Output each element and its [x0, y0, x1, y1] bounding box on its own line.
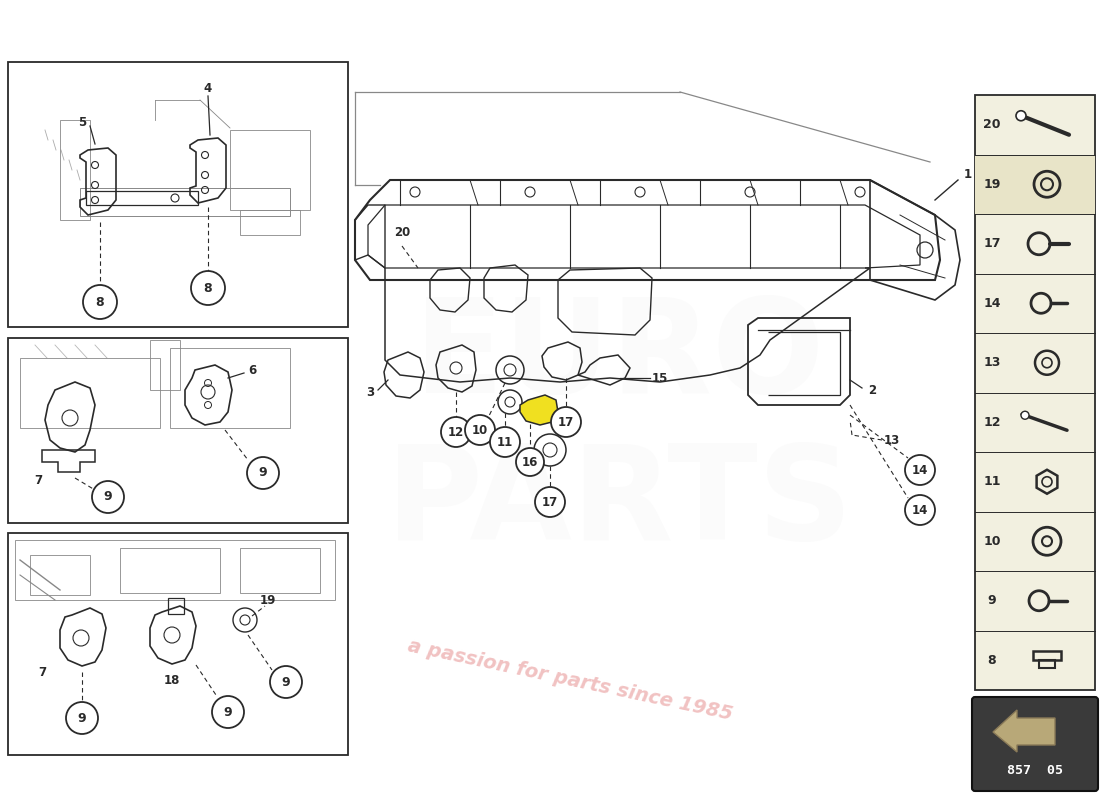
Circle shape — [905, 495, 935, 525]
Bar — [170, 348, 290, 428]
Text: 11: 11 — [497, 435, 513, 449]
Text: 17: 17 — [983, 238, 1001, 250]
Text: 8: 8 — [96, 295, 104, 309]
Bar — [80, 188, 290, 216]
Circle shape — [82, 285, 117, 319]
Text: 17: 17 — [542, 495, 558, 509]
Circle shape — [441, 417, 471, 447]
Bar — [230, 130, 310, 210]
Text: 10: 10 — [983, 534, 1001, 548]
Text: 12: 12 — [448, 426, 464, 438]
Bar — [120, 548, 220, 593]
Bar — [240, 548, 320, 593]
Text: 19: 19 — [260, 594, 276, 606]
Text: 17: 17 — [558, 415, 574, 429]
Text: 2: 2 — [868, 383, 876, 397]
Text: 20: 20 — [394, 226, 410, 239]
Bar — [975, 154, 1094, 214]
Bar — [20, 358, 160, 428]
Bar — [1040, 660, 1055, 668]
Text: 1: 1 — [964, 169, 972, 182]
Circle shape — [66, 702, 98, 734]
Text: 8: 8 — [204, 282, 212, 294]
Circle shape — [516, 448, 544, 476]
Text: 8: 8 — [988, 654, 997, 666]
Text: 9: 9 — [258, 466, 267, 479]
Text: 14: 14 — [983, 297, 1001, 310]
Text: 18: 18 — [164, 674, 180, 686]
Text: 11: 11 — [983, 475, 1001, 488]
FancyBboxPatch shape — [972, 697, 1098, 791]
Text: 15: 15 — [652, 371, 668, 385]
Bar — [168, 598, 184, 614]
Text: 9: 9 — [103, 490, 112, 503]
Text: 13: 13 — [884, 434, 900, 446]
Text: 20: 20 — [983, 118, 1001, 131]
Text: 13: 13 — [983, 356, 1001, 370]
Bar — [975, 95, 1094, 690]
Bar — [150, 340, 180, 390]
Text: 16: 16 — [521, 455, 538, 469]
Circle shape — [535, 487, 565, 517]
Text: 14: 14 — [912, 463, 928, 477]
Text: 857  05: 857 05 — [1006, 763, 1063, 777]
Text: 7: 7 — [37, 666, 46, 678]
Text: 9: 9 — [223, 706, 232, 718]
Circle shape — [248, 457, 279, 489]
Text: 4: 4 — [204, 82, 212, 94]
Bar — [240, 210, 300, 235]
Text: 10: 10 — [472, 423, 488, 437]
Bar — [30, 555, 90, 595]
Circle shape — [1016, 110, 1026, 121]
Text: 5: 5 — [78, 115, 86, 129]
Text: 3: 3 — [366, 386, 374, 398]
Text: 7: 7 — [34, 474, 42, 486]
Bar — [1033, 651, 1062, 660]
Circle shape — [465, 415, 495, 445]
Text: 9: 9 — [988, 594, 997, 607]
Circle shape — [270, 666, 302, 698]
Text: EURO
PARTS: EURO PARTS — [386, 293, 854, 567]
Circle shape — [905, 455, 935, 485]
Text: 9: 9 — [78, 711, 86, 725]
Circle shape — [212, 696, 244, 728]
Circle shape — [551, 407, 581, 437]
Bar — [8, 62, 348, 327]
Text: a passion for parts since 1985: a passion for parts since 1985 — [406, 636, 734, 724]
Circle shape — [490, 427, 520, 457]
Text: 19: 19 — [983, 178, 1001, 190]
Polygon shape — [993, 710, 1055, 752]
Bar — [60, 120, 90, 220]
Text: 6: 6 — [248, 363, 256, 377]
Text: 9: 9 — [282, 675, 290, 689]
Bar — [15, 540, 335, 600]
Text: 12: 12 — [983, 416, 1001, 429]
Bar — [8, 338, 348, 523]
Circle shape — [1021, 411, 1028, 419]
Bar — [8, 533, 348, 755]
Bar — [86, 191, 198, 205]
Circle shape — [92, 481, 124, 513]
Polygon shape — [520, 395, 558, 425]
Circle shape — [191, 271, 225, 305]
Text: 14: 14 — [912, 503, 928, 517]
